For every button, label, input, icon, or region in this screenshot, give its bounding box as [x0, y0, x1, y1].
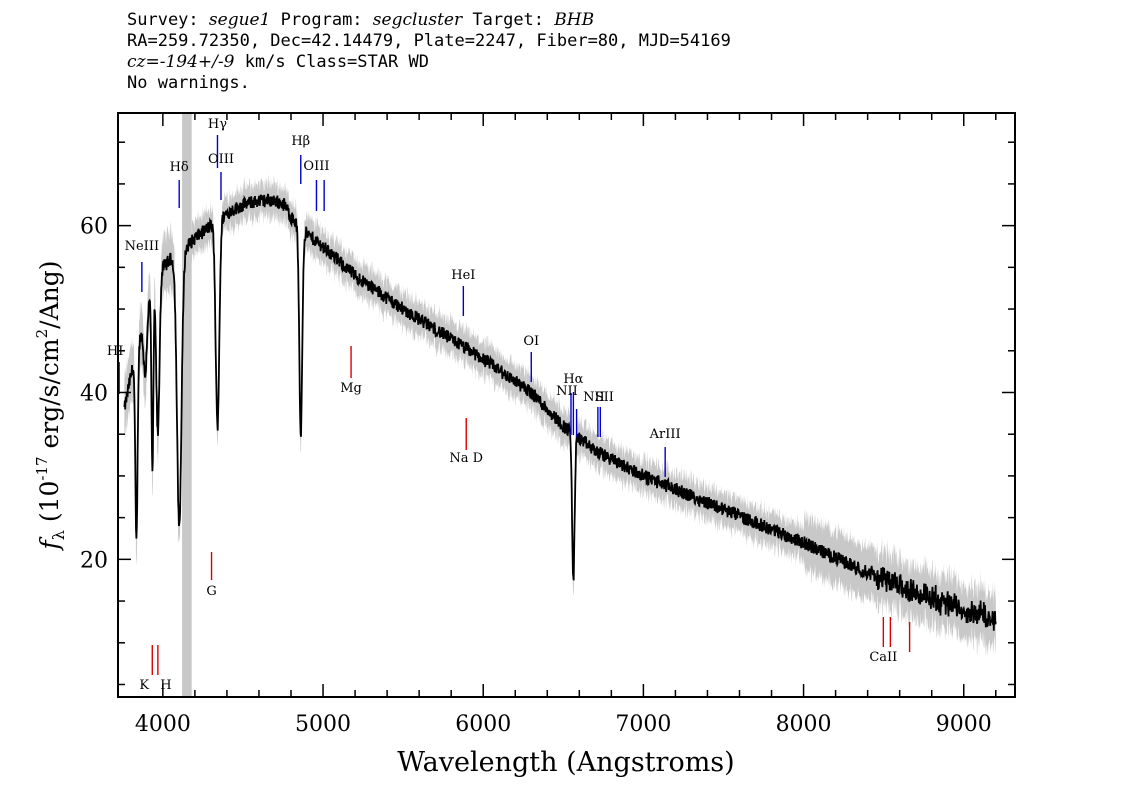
- line-marker-label: OIII: [303, 159, 329, 174]
- x-axis-label: Wavelength (Angstroms): [397, 747, 734, 778]
- x-tick-label: 8000: [776, 712, 832, 737]
- error-band-layer: [124, 174, 996, 658]
- cz-value: -194+/-9: [159, 52, 235, 72]
- line-marker-label: SII: [595, 390, 614, 405]
- y-tick-label: 40: [80, 381, 108, 406]
- y-label-sub: λ: [49, 530, 68, 540]
- y-tick-label: 20: [80, 548, 108, 573]
- program-value: segcluster: [372, 10, 463, 30]
- line-marker-label: NeIII: [125, 239, 159, 254]
- flux-line: [123, 193, 997, 631]
- line-marker-label: OIII: [208, 152, 234, 167]
- header-line-warnings: No warnings.: [127, 73, 250, 93]
- y-label-mid: (10: [35, 481, 64, 531]
- survey-value: segue1: [208, 10, 271, 30]
- target-value: BHB: [554, 10, 595, 30]
- class-text: km/s Class=STAR WD: [234, 52, 429, 72]
- header-line-redshift: cz=-194+/-9 km/s Class=STAR WD: [127, 52, 731, 73]
- y-label-exp2: 2: [33, 329, 51, 339]
- line-marker-label: G: [206, 584, 216, 599]
- y-label-unit: erg/s/cm: [35, 338, 64, 456]
- line-marker-label: Na D: [449, 451, 483, 466]
- error-band: [124, 174, 996, 658]
- x-tick-label: 7000: [615, 712, 671, 737]
- cz-label: cz=: [127, 52, 160, 72]
- line-marker-label: Hγ: [208, 117, 227, 132]
- line-marker-layer: HINeIIIHδHγOIIIHβOIIIHeIOINIIHαNIISIIArI…: [107, 117, 911, 693]
- header-line-coords: RA=259.72350, Dec=42.14479, Plate=2247, …: [127, 31, 731, 51]
- masked-region: [182, 113, 192, 697]
- line-marker-label: HI: [107, 344, 123, 359]
- survey-label: Survey:: [127, 10, 199, 30]
- masked-band-layer: [182, 113, 192, 697]
- y-label-end: /Ang): [35, 260, 64, 328]
- axes-layer: 4000 5000 6000 7000 8000 9000 20 40 60: [80, 112, 1016, 737]
- line-marker-label: Hβ: [291, 134, 310, 149]
- flux-layer: [123, 193, 997, 631]
- line-marker-label: ArIII: [649, 427, 681, 442]
- line-marker-label: Hα: [563, 372, 583, 387]
- x-tick-label: 5000: [295, 712, 351, 737]
- x-tick-label: 4000: [135, 712, 191, 737]
- line-marker-label: K: [139, 678, 149, 693]
- header-line-survey: Survey: segue1 Program: segcluster Targe…: [127, 10, 731, 31]
- y-tick-label: 60: [80, 215, 108, 240]
- y-label-exp: -17: [33, 456, 51, 480]
- y-label-f: f: [35, 537, 64, 552]
- x-tick-label: 9000: [936, 712, 992, 737]
- program-label: Program:: [280, 10, 363, 30]
- line-marker-label: HeI: [451, 268, 475, 283]
- line-marker-label: OI: [523, 334, 539, 349]
- x-tick-label: 6000: [455, 712, 511, 737]
- y-axis-label: fλ (10-17 erg/s/cm2/Ang): [33, 260, 68, 551]
- spectrum-header: Survey: segue1 Program: segcluster Targe…: [127, 10, 731, 94]
- line-marker-label: H: [160, 678, 171, 693]
- line-marker-label: CaII: [869, 650, 897, 665]
- line-marker-label: Mg: [340, 381, 362, 396]
- line-marker-label: Hδ: [170, 160, 189, 175]
- plot-frame: [117, 112, 1016, 698]
- target-label: Target:: [472, 10, 545, 30]
- line-marker-label: NII: [583, 390, 605, 405]
- line-marker-label: NII: [556, 384, 578, 399]
